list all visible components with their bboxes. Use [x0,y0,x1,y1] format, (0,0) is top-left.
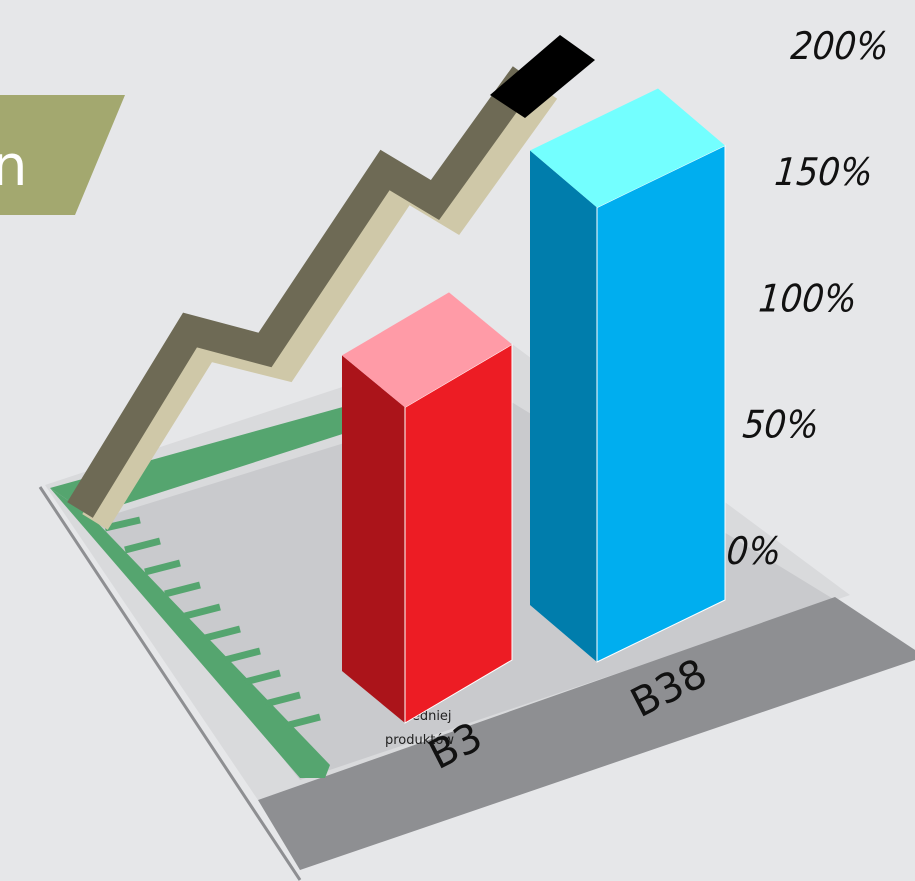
note: produktów [385,733,454,748]
banner [0,95,125,215]
y-tick-label: 200% [789,24,891,68]
arrow-head [490,35,595,118]
y-tick-label: 150% [773,150,875,194]
y-tick-label: 100% [757,277,859,321]
bar [596,144,726,663]
bar-side [530,150,597,662]
floor-edge [38,486,302,881]
rail-ticks [104,516,321,730]
arrow-shadow [82,81,558,530]
bar [404,343,513,724]
base-strip [258,597,915,870]
bar-top [342,292,512,408]
y-tick-label: 0% [725,529,783,573]
y-tick-label: 50% [741,403,821,447]
bar-side [342,355,405,723]
rail [50,488,330,778]
arrow [67,66,538,518]
bar-top [530,88,725,208]
banner-text: n [0,134,28,199]
